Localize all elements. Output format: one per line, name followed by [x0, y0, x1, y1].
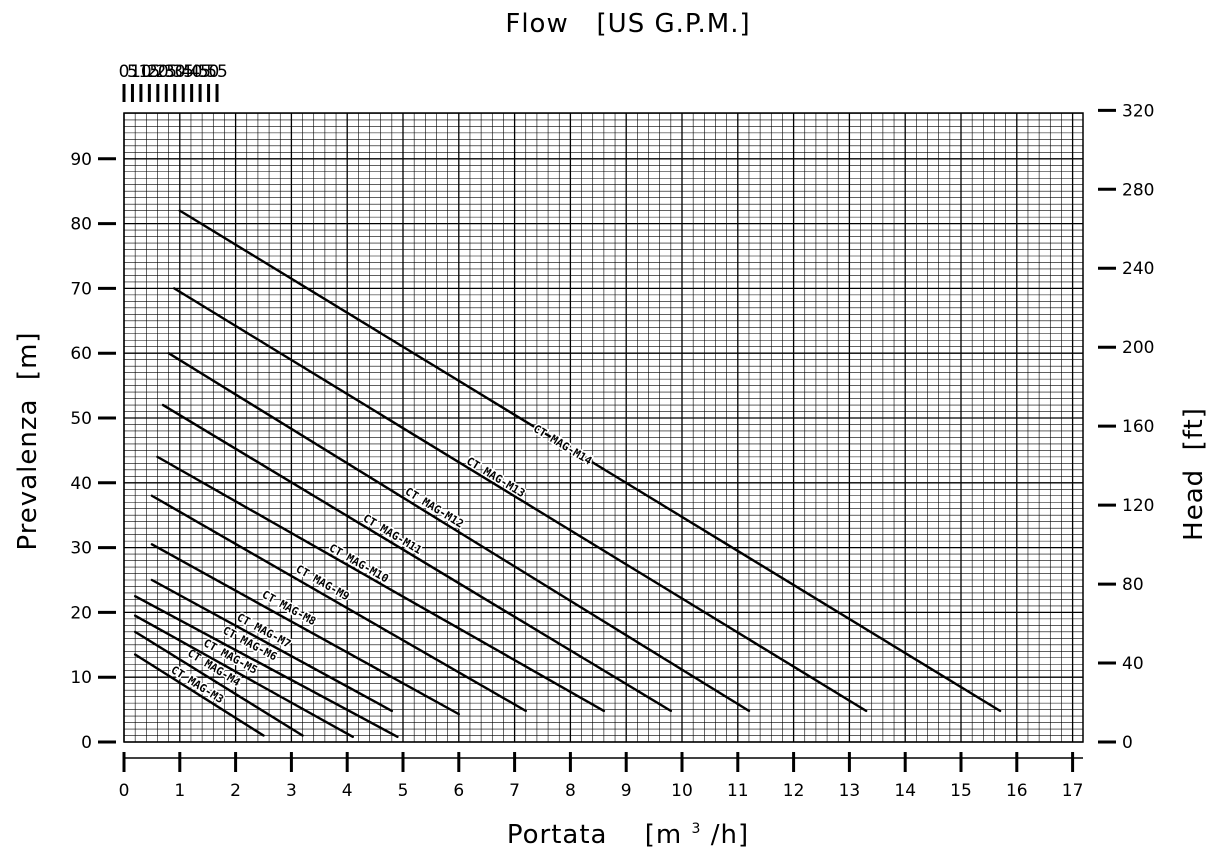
- top-tick-label: 25: [155, 62, 177, 82]
- bottom-tick-label: 15: [950, 781, 972, 801]
- performance-curve: [150, 543, 460, 716]
- left-tick-label: 50: [70, 409, 92, 429]
- left-tick-label: 40: [70, 474, 92, 494]
- bottom-tick-label: 14: [894, 781, 916, 801]
- performance-curve: [150, 578, 394, 713]
- curve-label: CT MAG-M14: [531, 422, 595, 468]
- bottom-tick-label: 8: [565, 781, 576, 801]
- right-tick-label: 0: [1122, 733, 1133, 753]
- left-tick-label: 60: [70, 344, 92, 364]
- performance-curve: [133, 595, 399, 739]
- right-tick-label: 200: [1122, 338, 1154, 358]
- right-tick-label: 120: [1122, 496, 1154, 516]
- right-tick-label: 160: [1122, 417, 1154, 437]
- right-tick-label: 280: [1122, 180, 1154, 200]
- performance-curve: [173, 287, 868, 713]
- bottom-axis-title-unit-suffix: /h]: [711, 820, 749, 850]
- bottom-axis-title-main: Portata: [507, 820, 608, 850]
- top-tick-label: 30: [164, 62, 186, 82]
- top-tick-label: 15: [139, 62, 161, 82]
- performance-curve: [133, 614, 354, 739]
- left-tick-label: 80: [70, 215, 92, 235]
- top-tick-label: 50: [198, 62, 220, 82]
- bottom-tick-label: 12: [783, 781, 805, 801]
- top-tick-label: 10: [130, 62, 152, 82]
- right-tick-label: 240: [1122, 259, 1154, 279]
- performance-curve: [178, 209, 1002, 713]
- bottom-tick-label: 9: [621, 781, 632, 801]
- bottom-axis-title-unit-sup: 3: [692, 821, 702, 837]
- left-axis-title: Prevalenza [m]: [13, 331, 43, 550]
- top-tick-label: 0: [119, 62, 130, 82]
- performance-curve: [133, 653, 265, 737]
- bottom-tick-label: 13: [839, 781, 861, 801]
- top-tick-label: 55: [206, 62, 228, 82]
- top-tick-label: 45: [189, 62, 211, 82]
- bottom-tick-label: 16: [1006, 781, 1028, 801]
- top-tick-label: 20: [147, 62, 169, 82]
- right-tick-label: 40: [1122, 654, 1144, 674]
- top-tick-label: 35: [172, 62, 194, 82]
- right-tick-label: 320: [1122, 101, 1154, 121]
- plot-border: [123, 112, 1084, 743]
- left-tick-label: 70: [70, 279, 92, 299]
- left-tick-label: 90: [70, 150, 92, 170]
- right-tick-label: 80: [1122, 575, 1144, 595]
- performance-curve: [156, 455, 606, 713]
- performance-curve: [161, 403, 673, 713]
- performance-curve: [167, 352, 751, 713]
- top-tick-label: 40: [181, 62, 203, 82]
- bottom-tick-label: 5: [398, 781, 409, 801]
- left-tick-label: 20: [70, 603, 92, 623]
- bottom-tick-label: 11: [727, 781, 749, 801]
- bottom-tick-label: 0: [119, 781, 130, 801]
- bottom-tick-label: 10: [671, 781, 693, 801]
- left-tick-label: 0: [81, 733, 92, 753]
- bottom-tick-label: 7: [509, 781, 520, 801]
- bottom-tick-label: 17: [1062, 781, 1084, 801]
- bottom-tick-label: 2: [230, 781, 241, 801]
- top-tick-label: 5: [127, 62, 138, 82]
- curve-label: CT MAG-M13: [464, 454, 527, 500]
- axes: 0 1 2 3 4 5 6 7 8 9 10 11 12 13 14 15 16 1705101520253035…: [70, 62, 1154, 801]
- bottom-axis-title: Portata [m 3 /h]: [507, 810, 749, 850]
- bottom-tick-label: 3: [286, 781, 297, 801]
- left-tick-label: 10: [70, 668, 92, 688]
- curve-label: CT MAG-M12: [403, 485, 466, 531]
- performance-curve: [150, 494, 527, 713]
- right-axis-title: Head [ft]: [1179, 407, 1209, 541]
- performance-curve: [133, 630, 304, 737]
- top-axis-title: Flow [US G.P.M.]: [505, 9, 750, 39]
- bottom-tick-label: 4: [342, 781, 353, 801]
- bottom-axis-title-unit-prefix: [m: [645, 820, 682, 850]
- bottom-tick-label: 1: [174, 781, 185, 801]
- bottom-tick-label: 6: [453, 781, 464, 801]
- left-tick-label: 30: [70, 539, 92, 559]
